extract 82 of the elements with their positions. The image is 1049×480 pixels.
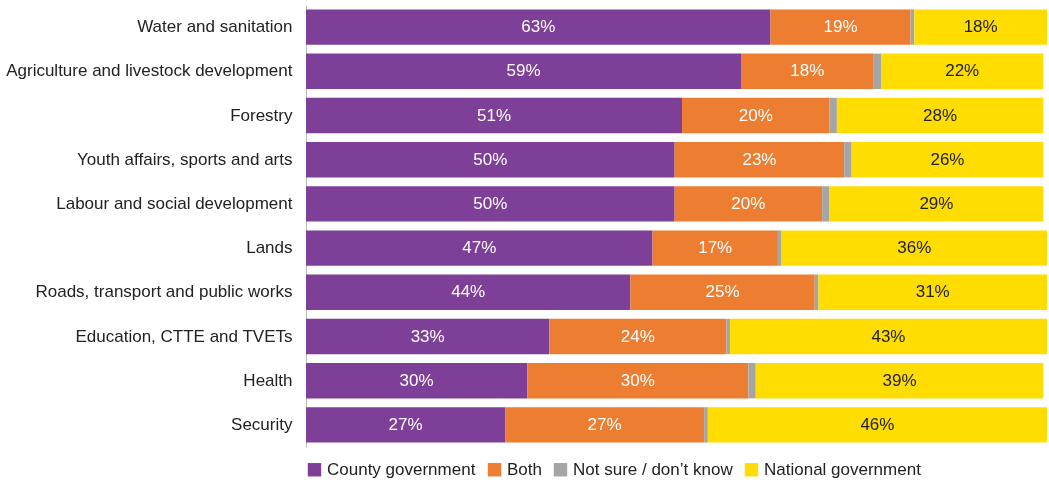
data-label: 20% xyxy=(738,105,773,125)
bar xyxy=(306,9,771,45)
data-label: 44% xyxy=(451,282,486,302)
bar xyxy=(704,407,708,443)
bar xyxy=(527,363,749,399)
data-label: 27% xyxy=(388,414,423,434)
bar xyxy=(818,274,1047,310)
data-label: 26% xyxy=(930,149,965,169)
y-tick-label: Health xyxy=(243,370,293,390)
bar xyxy=(652,230,778,266)
bar xyxy=(881,53,1044,89)
bar xyxy=(674,186,823,222)
bar xyxy=(914,9,1047,45)
data-label: 36% xyxy=(897,238,932,258)
bar xyxy=(829,97,837,134)
data-label: 47% xyxy=(462,238,497,258)
data-label: 59% xyxy=(506,61,541,81)
data-label: 18% xyxy=(790,61,825,81)
data-label: 39% xyxy=(882,370,917,390)
data-label: 17% xyxy=(698,238,733,258)
data-label: 31% xyxy=(915,282,950,302)
data-label: 63% xyxy=(521,17,556,37)
data-label: 27% xyxy=(587,414,622,434)
data-label: 43% xyxy=(871,326,906,346)
bar xyxy=(306,363,528,399)
bar xyxy=(707,407,1047,443)
data-label: 20% xyxy=(731,193,766,213)
bar xyxy=(829,186,1044,222)
y-tick-label: Youth affairs, sports and arts xyxy=(77,149,293,169)
y-tick-label: Roads, transport and public works xyxy=(35,282,293,302)
bar xyxy=(306,142,675,178)
bar xyxy=(306,230,653,266)
data-label: 50% xyxy=(473,193,508,213)
bar xyxy=(851,142,1044,178)
data-label: 18% xyxy=(963,17,998,37)
data-label: 28% xyxy=(923,105,958,125)
bar xyxy=(777,230,782,266)
legend-label: Not sure / don’t know xyxy=(573,459,734,479)
bar xyxy=(306,97,683,134)
data-label: 50% xyxy=(473,149,508,169)
legend-label: County government xyxy=(327,459,476,479)
bar xyxy=(755,363,1044,399)
y-tick-label: Agriculture and livestock development xyxy=(6,61,293,81)
data-label: 23% xyxy=(742,149,777,169)
data-label: 29% xyxy=(919,193,954,213)
bar xyxy=(549,318,727,355)
bar xyxy=(836,97,1044,134)
bar xyxy=(682,97,830,134)
data-label: 30% xyxy=(399,370,434,390)
bar xyxy=(674,142,845,178)
bar xyxy=(505,407,705,443)
y-tick-label: Education, CTTE and TVETs xyxy=(75,326,293,346)
data-label: 30% xyxy=(620,370,655,390)
y-tick-label: Forestry xyxy=(230,105,293,125)
data-label: 46% xyxy=(860,414,895,434)
bar xyxy=(873,53,882,89)
bar xyxy=(306,186,675,222)
bar xyxy=(729,318,1047,355)
bar xyxy=(306,53,742,89)
data-label: 25% xyxy=(705,282,740,302)
bar xyxy=(748,363,756,399)
bar xyxy=(822,186,830,222)
legend-label: Both xyxy=(507,459,542,479)
bar xyxy=(306,274,631,310)
data-label: 24% xyxy=(620,326,655,346)
data-label: 19% xyxy=(823,17,858,37)
bar xyxy=(306,318,550,355)
y-tick-label: Lands xyxy=(246,238,293,258)
bar xyxy=(630,274,815,310)
y-tick-label: Water and sanitation xyxy=(137,17,293,37)
y-tick-label: Security xyxy=(231,414,293,434)
bar xyxy=(844,142,852,178)
bar xyxy=(726,318,730,355)
bar xyxy=(781,230,1047,266)
data-label: 22% xyxy=(945,61,980,81)
bar xyxy=(306,407,506,443)
y-tick-label: Labour and social development xyxy=(56,193,293,213)
bar xyxy=(741,53,874,89)
bar xyxy=(770,9,911,45)
data-label: 33% xyxy=(410,326,445,346)
legend-label: National government xyxy=(764,459,922,479)
data-label: 51% xyxy=(477,105,512,125)
